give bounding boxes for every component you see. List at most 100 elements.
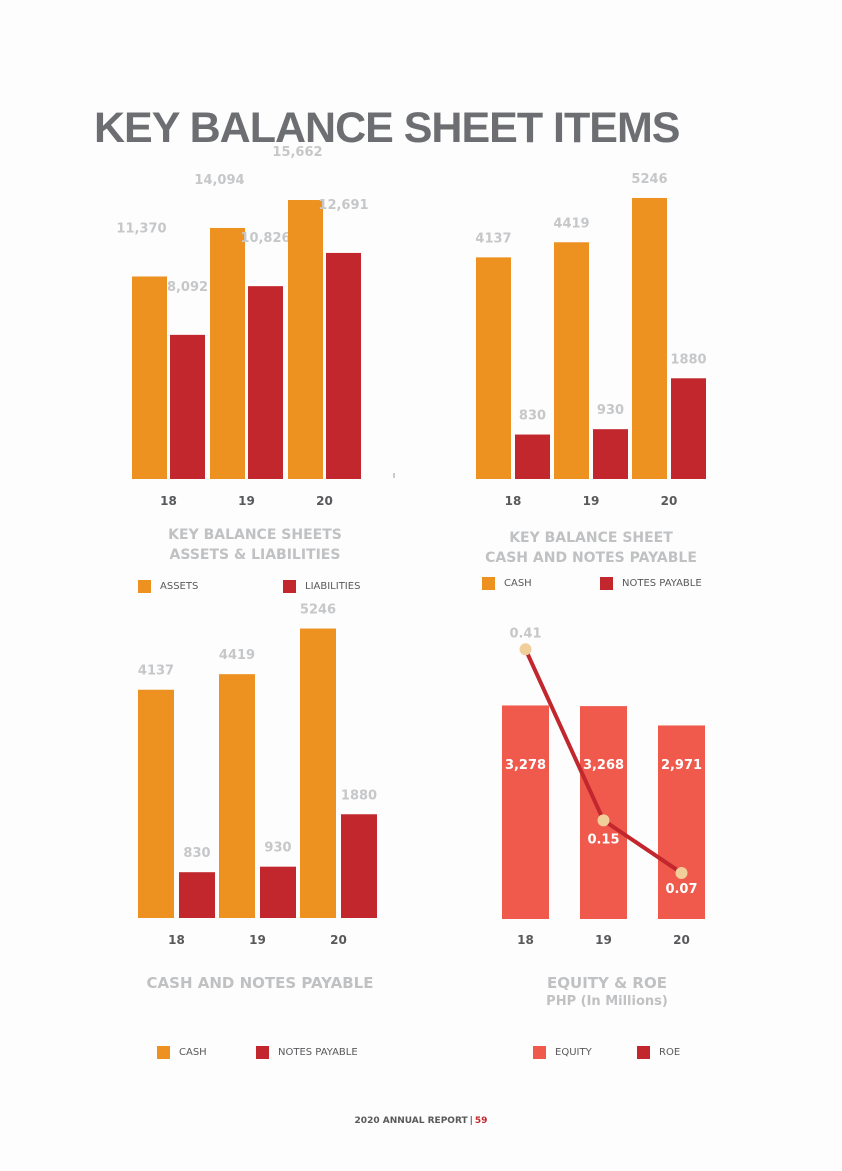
data-label: 4137 — [138, 664, 174, 679]
legend-swatch-roe — [637, 1046, 650, 1059]
legend-swatch-notes — [600, 577, 613, 590]
legend-label: CASH — [179, 1047, 207, 1058]
legend-swatch-notes — [256, 1046, 269, 1059]
bar-liabilities — [170, 334, 205, 479]
bar-notes-payable — [593, 429, 628, 479]
legend-swatch-assets — [138, 580, 151, 593]
x-tick-label: 19 — [595, 933, 612, 947]
data-label: 11,370 — [116, 221, 166, 236]
bar-notes-payable — [179, 872, 215, 918]
roe-data-label: 0.07 — [665, 882, 697, 897]
bar-notes-payable — [515, 434, 550, 479]
bar-cash — [138, 689, 174, 918]
data-label: 1880 — [670, 352, 706, 367]
cash-notes-chart-top: 4137 830 18 4419 930 19 5246 1880 20 — [475, 172, 706, 508]
bar-cash — [219, 674, 255, 918]
roe-data-label: 0.15 — [587, 832, 619, 847]
caption-line-2: CASH AND NOTES PAYABLE — [485, 550, 697, 566]
cash-notes-chart-bottom: 4137 830 18 4419 930 19 5246 1880 20 — [138, 603, 377, 947]
data-label: 4419 — [553, 216, 589, 231]
x-tick-label: 18 — [160, 494, 177, 508]
legend-notes-top: NOTES PAYABLE — [600, 577, 702, 590]
x-tick-label: 20 — [330, 933, 347, 947]
page-title: KEY BALANCE SHEET ITEMS — [94, 104, 680, 152]
footer-text: 2020 ANNUAL REPORT — [354, 1116, 468, 1126]
data-label: 1880 — [341, 788, 377, 803]
bar-notes-payable — [341, 814, 377, 918]
legend-label: EQUITY — [555, 1047, 592, 1058]
bar-cash — [476, 257, 511, 479]
legend-roe: ROE — [637, 1046, 680, 1059]
roe-point — [597, 814, 610, 827]
roe-data-label: 0.41 — [509, 626, 541, 641]
legend-label: NOTES PAYABLE — [278, 1047, 358, 1058]
assets-liabilities-chart: 11,370 8,092 18 14,094 10,826 19 15,662 12,691 2… — [116, 145, 395, 508]
data-label: 930 — [264, 841, 291, 856]
caption-line-1: EQUITY & ROE — [547, 974, 667, 992]
data-label: 12,691 — [318, 198, 368, 213]
caption-line-1: KEY BALANCE SHEET — [509, 530, 673, 546]
page-number: 59 — [474, 1116, 488, 1126]
bar-assets — [288, 200, 323, 479]
bar-cash — [300, 628, 336, 918]
roe-point — [519, 643, 532, 656]
bar-equity — [658, 725, 705, 919]
legend-label: CASH — [504, 578, 532, 589]
data-label: 930 — [597, 403, 624, 418]
data-label: 5246 — [300, 603, 336, 618]
caption-line-1: CASH AND NOTES PAYABLE — [146, 974, 374, 992]
legend-label: ASSETS — [160, 581, 199, 592]
legend-label: NOTES PAYABLE — [622, 578, 702, 589]
data-label: 4137 — [475, 231, 511, 246]
legend-notes-bottom: NOTES PAYABLE — [256, 1046, 358, 1059]
x-tick-label: 20 — [316, 494, 333, 508]
bar-liabilities — [248, 286, 283, 479]
x-tick-label: 19 — [238, 494, 255, 508]
legend-liabilities: LIABILITIES — [283, 580, 360, 593]
equity-roe-caption: EQUITY & ROE PHP (In Millions) — [476, 973, 738, 1010]
data-label: 2,971 — [661, 758, 702, 773]
legend-cash-top: CASH — [482, 577, 532, 590]
legend-swatch-equity — [533, 1046, 546, 1059]
bar-equity — [580, 706, 627, 919]
assets-liabilities-caption: KEY BALANCE SHEETS ASSETS & LIABILITIES — [110, 525, 400, 565]
legend-swatch-liabilities — [283, 580, 296, 593]
data-label: 10,826 — [240, 231, 290, 246]
caption-line-2: ASSETS & LIABILITIES — [169, 547, 341, 563]
x-tick-label: 18 — [517, 933, 534, 947]
bar-assets — [210, 227, 245, 479]
legend-equity: EQUITY — [533, 1046, 592, 1059]
bar-liabilities — [326, 252, 361, 479]
cash-notes-caption-bottom: CASH AND NOTES PAYABLE — [120, 973, 400, 993]
bar-notes-payable — [671, 378, 706, 479]
legend-assets: ASSETS — [138, 580, 198, 593]
data-label: 830 — [519, 409, 546, 424]
x-tick-label: 18 — [505, 494, 522, 508]
bar-notes-payable — [260, 866, 296, 918]
legend-swatch-cash — [482, 577, 495, 590]
roe-point — [675, 866, 688, 879]
data-label: 15,662 — [272, 145, 322, 160]
data-label: 830 — [183, 846, 210, 861]
caption-subtitle: PHP (In Millions) — [546, 994, 668, 1009]
data-label: 5246 — [631, 172, 667, 187]
data-label: 4419 — [219, 648, 255, 663]
caption-line-1: KEY BALANCE SHEETS — [168, 527, 342, 543]
legend-label: ROE — [659, 1047, 681, 1058]
legend-cash-bottom: CASH — [157, 1046, 207, 1059]
cash-notes-caption-top: KEY BALANCE SHEET CASH AND NOTES PAYABLE — [460, 528, 722, 568]
bar-assets — [132, 276, 167, 479]
legend-label: LIABILITIES — [305, 581, 361, 592]
x-tick-label: 18 — [168, 933, 185, 947]
x-tick-label: 19 — [249, 933, 266, 947]
equity-roe-chart: 3,278 18 3,268 19 2,971 20 0.41 0.15 0.07 — [502, 626, 705, 947]
bar-equity — [502, 705, 549, 919]
data-label: 3,278 — [505, 758, 546, 773]
data-label: 8,092 — [167, 280, 208, 295]
x-tick-label: 19 — [583, 494, 600, 508]
data-label: 3,268 — [583, 758, 624, 773]
legend-swatch-cash — [157, 1046, 170, 1059]
x-tick-label: 20 — [661, 494, 678, 508]
data-label: 14,094 — [194, 173, 244, 188]
bar-cash — [632, 197, 667, 479]
